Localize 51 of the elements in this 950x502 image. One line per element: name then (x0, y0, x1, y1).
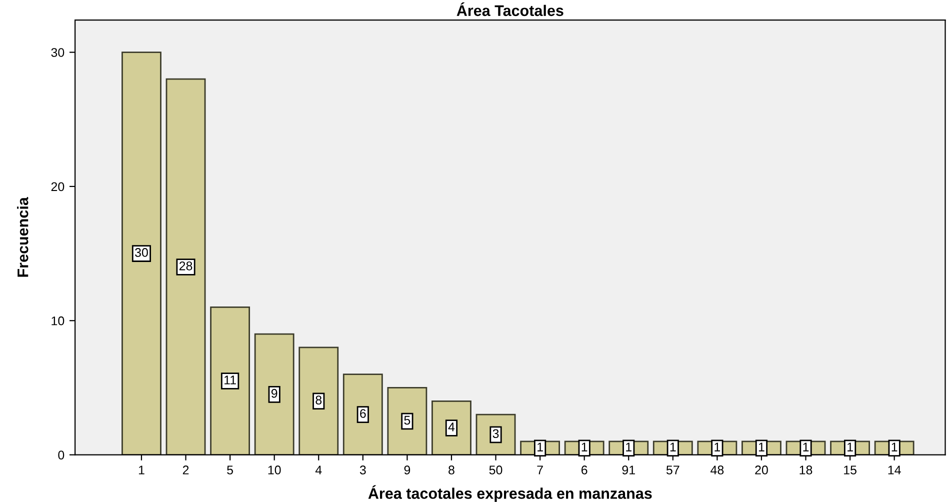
y-tick-label: 30 (51, 48, 64, 57)
x-tick-label: 4 (315, 466, 322, 474)
x-tick-label: 5 (227, 466, 233, 474)
y-tick-label: 20 (51, 182, 64, 192)
data-label: 1 (892, 442, 898, 452)
data-label: 5 (404, 416, 410, 425)
data-label: 11 (224, 376, 236, 384)
data-label: 8 (316, 396, 322, 404)
x-axis-title: Área tacotales expresada en manzanas (368, 485, 652, 502)
y-tick-label: 10 (52, 316, 64, 326)
data-label: 4 (448, 422, 455, 432)
data-label: 1 (538, 442, 543, 452)
data-label: 1 (848, 442, 853, 452)
data-label: 1 (714, 442, 720, 452)
bar (254, 333, 294, 455)
x-tick-label: 8 (448, 466, 454, 474)
x-tick-label: 50 (489, 466, 502, 474)
y-tick-label: 0 (58, 450, 64, 460)
x-tick-label: 48 (710, 466, 724, 474)
data-label: 28 (179, 261, 192, 270)
bar (166, 78, 206, 455)
x-tick-label: 3 (360, 466, 366, 474)
data-label: 6 (360, 409, 366, 418)
x-tick-label: 10 (268, 466, 281, 474)
data-label: 30 (135, 248, 148, 257)
x-tick-label: 6 (581, 466, 588, 474)
data-label: 1 (626, 442, 632, 452)
x-tick-label: 2 (182, 466, 189, 474)
bar (210, 306, 250, 455)
bar (387, 387, 428, 455)
x-tick-label: 91 (622, 466, 635, 474)
data-label: 3 (492, 429, 499, 438)
data-label: 1 (803, 442, 809, 452)
data-label: 1 (758, 442, 764, 452)
y-axis-title: Frecuencia (17, 197, 28, 277)
x-tick-label: 15 (844, 466, 856, 474)
bar (122, 52, 162, 455)
x-tick-label: 7 (537, 466, 543, 474)
bar (432, 400, 472, 455)
bar (298, 346, 339, 455)
x-tick-label: 57 (666, 466, 680, 474)
x-tick-label: 9 (404, 466, 410, 474)
x-tick-label: 18 (800, 466, 812, 474)
data-label: 1 (670, 442, 676, 452)
data-label: 1 (582, 442, 588, 452)
x-tick-label: 20 (755, 466, 768, 474)
x-tick-label: 1 (138, 466, 144, 474)
data-label: 9 (271, 388, 278, 398)
chart-title: Área Tacotales (456, 2, 564, 16)
x-tick-label: 14 (888, 466, 901, 474)
bar (342, 374, 383, 455)
